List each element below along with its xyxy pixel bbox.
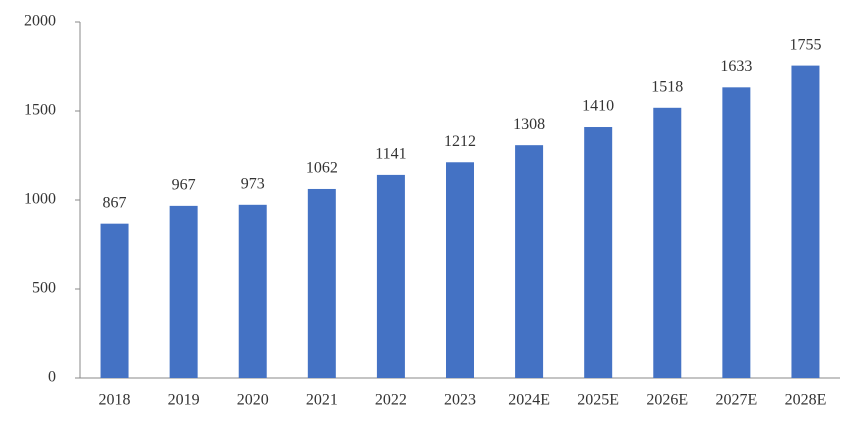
x-tick-label: 2026E [646, 392, 688, 409]
y-tick-label: 0 [48, 369, 56, 386]
y-tick-label: 2000 [24, 13, 56, 30]
value-label: 1212 [444, 133, 476, 150]
x-tick-label: 2028E [785, 392, 827, 409]
bar [376, 174, 405, 378]
value-label: 1062 [306, 160, 338, 177]
x-tick-label: 2018 [99, 392, 131, 409]
x-tick-label: 2022 [375, 392, 407, 409]
bar [238, 204, 267, 378]
value-label: 1308 [513, 116, 545, 133]
value-label: 1518 [651, 78, 683, 95]
y-tick-label: 1000 [24, 191, 56, 208]
x-tick-label: 2020 [237, 392, 269, 409]
bar [791, 65, 820, 379]
y-tick-label: 500 [32, 280, 56, 297]
x-tick-label: 2023 [444, 392, 476, 409]
bar [722, 87, 751, 379]
bar [653, 107, 682, 379]
bar [584, 127, 613, 379]
bar [100, 223, 129, 378]
value-label: 1755 [789, 36, 821, 53]
bar [515, 145, 544, 378]
x-tick-label: 2027E [715, 392, 757, 409]
value-label: 973 [241, 175, 265, 192]
bar [307, 188, 336, 378]
value-label: 1410 [582, 98, 614, 115]
x-tick-label: 2019 [168, 392, 200, 409]
value-label: 867 [103, 194, 127, 211]
y-tick-label: 1500 [24, 102, 56, 119]
value-label: 967 [172, 177, 196, 194]
value-label: 1633 [720, 58, 752, 75]
x-tick-label: 2021 [306, 392, 338, 409]
x-tick-label: 2024E [508, 392, 550, 409]
bar [169, 205, 198, 378]
bar [446, 162, 474, 378]
value-label: 1141 [375, 146, 406, 163]
x-tick-label: 2025E [577, 392, 619, 409]
